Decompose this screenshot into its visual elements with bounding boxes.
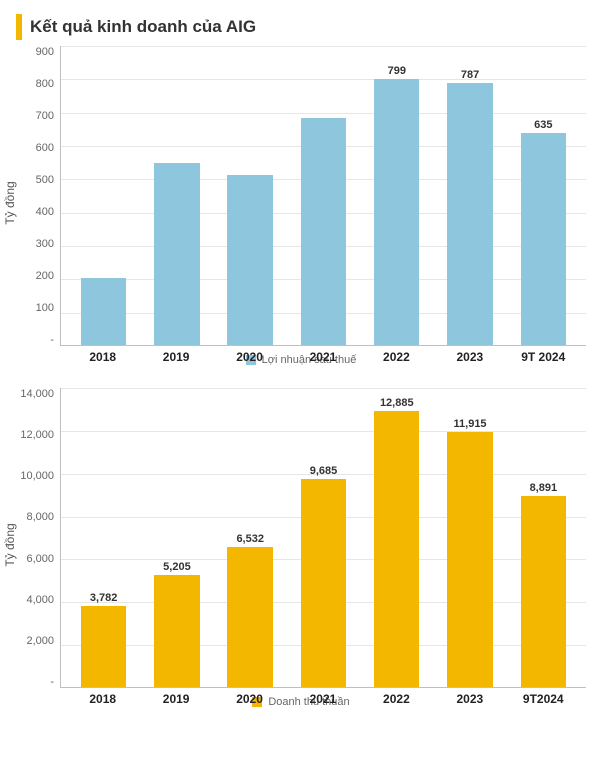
y-tick: 2,000 [26,635,54,647]
plot-wrap: 3,7825,2056,5329,68512,88511,9158,891201… [60,388,586,688]
bar-value-label: 787 [461,69,479,81]
chart-area: Tỷ đồng900800700600500400300200100-79978… [16,46,586,346]
bars-container: 3,782 5,205 6,532 9,685 12,885 11,915 8,891 [61,388,586,687]
x-label: 2023 [433,692,506,706]
bar-slot: 6,532 [214,388,287,687]
y-tick: 4,000 [26,594,54,606]
bar-value-label: 12,885 [380,397,414,409]
x-label: 2022 [360,350,433,364]
bar-value-label: 11,915 [454,418,487,430]
bar-value-label: 635 [534,119,552,131]
y-axis-label: Tỷ đồng [3,523,17,566]
x-label: 2019 [139,692,212,706]
x-label: 9T 2024 [507,350,580,364]
bar-value-label: 3,782 [90,592,118,604]
bar-value-label: 5,205 [163,561,191,573]
y-tick: 800 [36,78,54,90]
bar-slot: 5,205 [140,388,213,687]
profit-chart: Tỷ đồng900800700600500400300200100-79978… [16,46,586,366]
y-tick: 100 [36,302,54,314]
bar-slot: 635 [507,46,580,345]
bars-container: 799 787 635 [61,46,586,345]
bar-slot: 12,885 [360,388,433,687]
x-label: 2021 [286,350,359,364]
bar [301,479,346,687]
bar-slot [67,46,140,345]
bar [521,496,566,687]
bar-value-label: 8,891 [530,482,558,494]
bar [154,163,199,345]
bar-slot: 9,685 [287,388,360,687]
bar [154,575,199,687]
bar [374,79,419,345]
y-tick: - [50,334,54,346]
x-label: 2019 [139,350,212,364]
y-tick: 500 [36,174,54,186]
x-labels: 2018201920202021202220239T 2024 [60,346,586,364]
x-label: 2021 [286,692,359,706]
bar [81,278,126,345]
y-tick: 200 [36,270,54,282]
bar-slot: 3,782 [67,388,140,687]
bar [301,118,346,345]
bar-slot [140,46,213,345]
bar-slot: 787 [433,46,506,345]
bar-slot [214,46,287,345]
bar-slot: 11,915 [433,388,506,687]
bar [374,411,419,687]
y-ticks: 14,000 12,000 10,000 8,000 6,000 4,000 2,000 - [16,388,60,688]
y-tick: 14,000 [20,388,54,400]
page-title: Kết quả kinh doanh của AIG [30,17,256,37]
y-tick: 900 [36,46,54,58]
bar [447,432,492,687]
bar-value-label: 799 [388,65,406,77]
plot: 799 787 635 [60,46,586,346]
bar-slot: 8,891 [507,388,580,687]
bar-slot [287,46,360,345]
plot: 3,782 5,205 6,532 9,685 12,885 11,915 8,891 [60,388,586,688]
bar-slot: 799 [360,46,433,345]
y-tick: 400 [36,206,54,218]
y-ticks: 900 800 700 600 500 400 300 200 100 - [16,46,60,346]
y-tick: 600 [36,142,54,154]
y-tick: - [50,676,54,688]
x-label: 2018 [66,350,139,364]
chart-area: Tỷ đồng14,00012,00010,0008,0006,0004,000… [16,388,586,688]
x-label: 2023 [433,350,506,364]
y-tick: 8,000 [26,511,54,523]
y-tick: 700 [36,110,54,122]
bar [81,606,126,687]
y-tick: 10,000 [20,470,54,482]
bar [227,175,272,345]
title-accent-bar [16,14,22,40]
plot-wrap: 7997876352018201920202021202220239T 2024 [60,46,586,346]
page-title-block: Kết quả kinh doanh của AIG [16,14,586,40]
x-labels: 2018201920202021202220239T2024 [60,688,586,706]
y-axis-label: Tỷ đồng [3,181,17,224]
revenue-chart: Tỷ đồng14,00012,00010,0008,0006,0004,000… [16,388,586,708]
x-label: 9T2024 [507,692,580,706]
bar [447,83,492,345]
bar-value-label: 9,685 [310,465,338,477]
y-tick: 12,000 [20,429,54,441]
x-label: 2020 [213,692,286,706]
bar [521,133,566,345]
x-label: 2020 [213,350,286,364]
bar-value-label: 6,532 [236,533,264,545]
x-label: 2022 [360,692,433,706]
y-tick: 6,000 [26,553,54,565]
bar [227,547,272,687]
y-tick: 300 [36,238,54,250]
x-label: 2018 [66,692,139,706]
